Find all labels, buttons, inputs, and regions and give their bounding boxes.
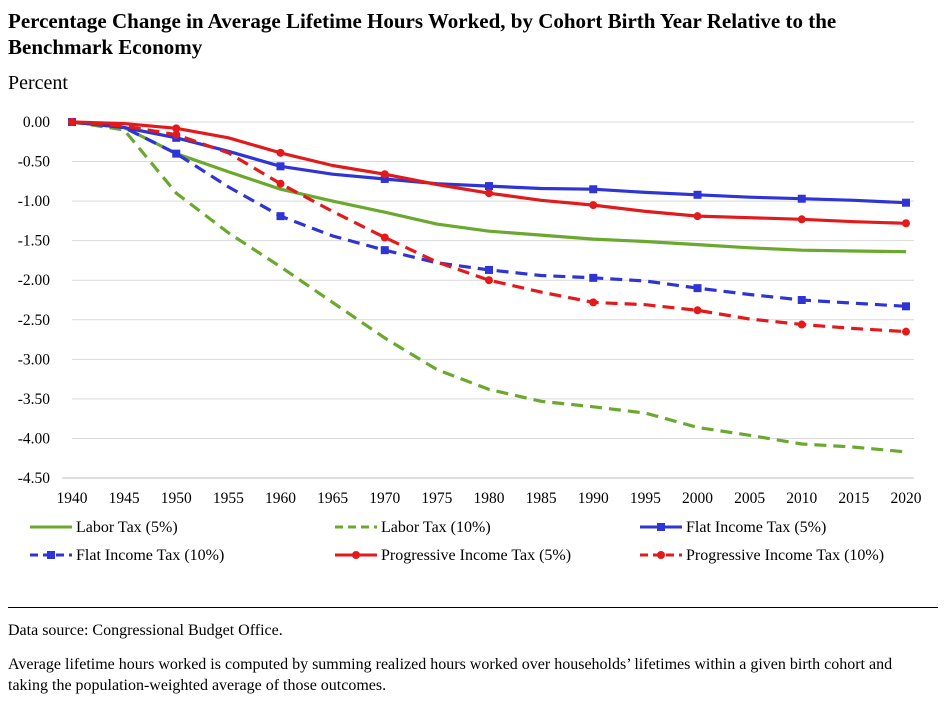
legend-label: Labor Tax (10%) xyxy=(381,519,491,536)
data-source-note: Data source: Congressional Budget Office… xyxy=(8,622,283,639)
x-tick-label: 1975 xyxy=(421,490,452,507)
data-point-marker xyxy=(797,320,806,329)
data-point-marker xyxy=(797,296,806,304)
y-tick-label: -2.00 xyxy=(18,272,51,289)
legend-item: Labor Tax (5%) xyxy=(30,519,178,536)
y-tick-label: -4.00 xyxy=(18,430,51,447)
methodology-note: Average lifetime hours worked is compute… xyxy=(8,656,893,694)
data-point-marker xyxy=(172,124,181,133)
series-1 xyxy=(71,120,907,254)
series-6 xyxy=(68,118,910,336)
legend: Labor Tax (5%) Labor Tax (10%) Flat Income… xyxy=(30,519,884,564)
series-line xyxy=(71,120,907,334)
y-tick-label: -3.00 xyxy=(18,351,51,368)
legend-item: Progressive Income Tax (10%) xyxy=(640,547,884,564)
data-point-marker xyxy=(693,190,702,199)
legend-swatch-marker xyxy=(657,551,665,559)
y-tick-label: -1.50 xyxy=(18,233,51,250)
grid-lines xyxy=(62,121,914,479)
series-line xyxy=(71,120,907,254)
series-lines xyxy=(68,118,910,454)
y-axis-tick-labels: 0.00 -0.50 -1.00 -1.50 -2.00 -2.50 -3.00 -3.50 -… xyxy=(18,114,51,487)
y-tick-label: -1.00 xyxy=(18,193,51,210)
data-point-marker xyxy=(276,179,285,188)
data-point-marker xyxy=(693,306,702,315)
y-tick-label: -4.50 xyxy=(18,470,51,487)
data-point-marker xyxy=(902,327,910,336)
legend-label: Progressive Income Tax (5%) xyxy=(381,547,571,564)
legend-swatch-marker xyxy=(47,551,55,559)
series-line xyxy=(71,120,907,454)
data-point-marker xyxy=(589,201,598,210)
data-point-marker xyxy=(902,302,910,311)
series-5 xyxy=(68,118,910,228)
data-point-marker xyxy=(172,149,181,158)
x-tick-label: 2010 xyxy=(786,490,817,507)
data-point-marker xyxy=(797,194,806,203)
data-point-marker xyxy=(589,298,598,307)
legend-label: Progressive Income Tax (10%) xyxy=(686,547,884,564)
chart-title: Percentage Change in Average Lifetime Ho… xyxy=(8,9,837,59)
data-point-marker xyxy=(589,273,598,282)
x-tick-label: 2000 xyxy=(682,490,713,507)
data-point-marker xyxy=(276,212,285,221)
series-2 xyxy=(71,120,907,454)
y-tick-label: 0.00 xyxy=(23,114,50,131)
data-point-marker xyxy=(485,189,493,198)
x-tick-label: 1960 xyxy=(265,490,296,507)
data-point-marker xyxy=(902,198,910,207)
data-point-marker xyxy=(68,118,76,126)
data-point-marker xyxy=(380,246,389,255)
x-tick-label: 1970 xyxy=(369,490,400,507)
legend-swatch-marker xyxy=(352,551,360,559)
legend-swatch-marker xyxy=(657,523,665,531)
data-point-marker xyxy=(172,130,181,139)
data-point-marker xyxy=(693,212,702,221)
y-tick-label: -2.50 xyxy=(18,312,51,329)
legend-item: Labor Tax (10%) xyxy=(335,519,491,536)
data-point-marker xyxy=(380,233,389,242)
x-tick-label: 2015 xyxy=(838,490,869,507)
data-point-marker xyxy=(589,185,598,194)
x-tick-label: 1940 xyxy=(57,490,88,507)
data-point-marker xyxy=(485,276,493,285)
data-point-marker xyxy=(276,162,285,171)
line-chart: 0.00 -0.50 -1.00 -1.50 -2.00 -2.50 -3.00 -3.50 -… xyxy=(18,114,922,564)
data-point-marker xyxy=(276,148,285,157)
x-tick-label: 1985 xyxy=(526,490,557,507)
y-tick-label: -0.50 xyxy=(18,154,51,171)
data-point-marker xyxy=(380,170,389,179)
x-tick-label: 1980 xyxy=(474,490,505,507)
x-tick-label: 2020 xyxy=(891,490,922,507)
legend-item: Flat Income Tax (10%) xyxy=(30,547,224,564)
legend-label: Labor Tax (5%) xyxy=(76,519,178,536)
x-tick-label: 1990 xyxy=(578,490,609,507)
data-point-marker xyxy=(797,215,806,224)
x-tick-label: 1945 xyxy=(109,490,140,507)
y-tick-label: -3.50 xyxy=(18,391,51,408)
legend-item: Flat Income Tax (5%) xyxy=(640,519,826,536)
y-axis-unit-label: Percent xyxy=(8,72,68,94)
data-point-marker xyxy=(380,174,389,183)
data-point-marker xyxy=(485,182,493,191)
x-tick-label: 1965 xyxy=(317,490,348,507)
legend-label: Flat Income Tax (5%) xyxy=(686,519,826,536)
data-point-marker xyxy=(693,284,702,293)
x-tick-label: 2005 xyxy=(734,490,765,507)
x-axis-tick-labels: 1940 1945 1950 1955 1960 1965 1970 1975 1980 1985… xyxy=(57,490,922,507)
footer-divider xyxy=(8,607,938,608)
x-tick-label: 1955 xyxy=(213,490,244,507)
x-tick-label: 1995 xyxy=(630,490,661,507)
data-point-marker xyxy=(902,219,910,228)
data-point-marker xyxy=(485,265,493,274)
legend-item: Progressive Income Tax (5%) xyxy=(335,547,571,564)
x-tick-label: 1950 xyxy=(161,490,192,507)
legend-label: Flat Income Tax (10%) xyxy=(76,547,224,564)
